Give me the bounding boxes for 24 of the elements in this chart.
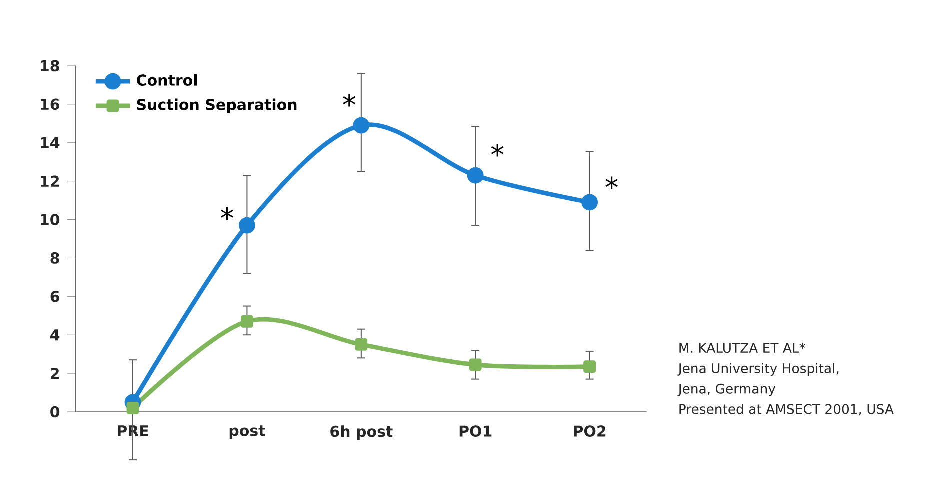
- text: M. KALUTZA ET AL*: [680, 343, 806, 354]
- legend-label: Suction Separation: [137, 98, 297, 114]
- annotation: *: [491, 144, 504, 157]
- text: Presented at AMSECT 2001, USA: [680, 404, 894, 416]
- x-tick-label: PO2: [574, 426, 606, 437]
- x-tick-label: 6h post: [330, 426, 393, 440]
- text: Jena, Germany: [678, 384, 776, 396]
- y-tick-label: 16: [41, 98, 60, 110]
- y-tick-label: 0: [50, 406, 60, 418]
- annotation: *: [221, 207, 234, 220]
- y-tick-label: 2: [51, 368, 59, 380]
- annotation: *: [343, 94, 356, 107]
- y-tick-label: 8: [50, 252, 60, 264]
- y-tick-label: 4: [50, 330, 60, 341]
- x-tick-label: post: [230, 426, 266, 440]
- text: Jena University Hospital,: [678, 363, 839, 376]
- legend-label: Control: [137, 74, 198, 86]
- y-tick-label: 18: [41, 60, 60, 72]
- annotation: *: [606, 176, 618, 190]
- y-tick-label: 12: [41, 176, 59, 187]
- y-tick-label: 6: [50, 291, 60, 302]
- x-tick-label: PO1: [460, 426, 492, 437]
- y-tick-label: 10: [41, 214, 60, 226]
- y-tick-label: 14: [41, 137, 60, 148]
